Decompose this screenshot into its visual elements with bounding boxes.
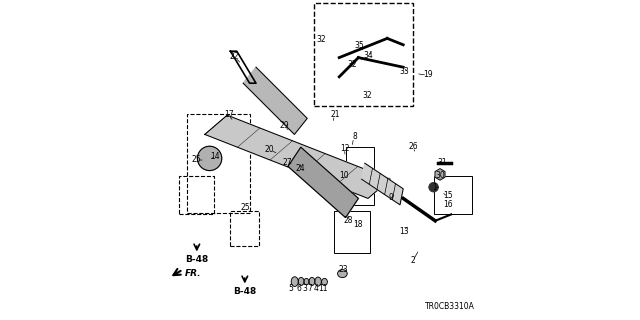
Ellipse shape [304, 278, 308, 285]
Text: 25: 25 [191, 155, 201, 164]
Text: 25: 25 [241, 203, 251, 212]
Text: 4: 4 [314, 284, 319, 293]
Text: 32: 32 [362, 91, 372, 100]
Text: 35: 35 [354, 41, 364, 50]
Text: FR.: FR. [185, 269, 202, 278]
Text: 9: 9 [389, 193, 394, 202]
Bar [346, 147, 374, 205]
Ellipse shape [338, 269, 347, 278]
Circle shape [429, 182, 438, 192]
Text: TR0CB3310A: TR0CB3310A [426, 302, 475, 311]
Text: 34: 34 [364, 51, 374, 60]
Text: 18: 18 [353, 220, 362, 229]
Ellipse shape [298, 277, 304, 285]
Text: 21: 21 [331, 110, 340, 119]
Ellipse shape [309, 277, 315, 285]
Text: 14: 14 [210, 152, 220, 161]
Text: B-48: B-48 [185, 255, 209, 264]
Text: 20: 20 [265, 145, 275, 154]
Text: 23: 23 [338, 265, 348, 274]
Polygon shape [205, 115, 390, 198]
Text: 33: 33 [399, 67, 409, 76]
Text: 32: 32 [348, 60, 358, 69]
Ellipse shape [291, 277, 298, 286]
Ellipse shape [315, 277, 321, 286]
Text: 15: 15 [443, 191, 453, 200]
Text: 13: 13 [399, 227, 409, 236]
Text: 2: 2 [410, 256, 415, 265]
Text: 7: 7 [307, 284, 312, 293]
Text: 28: 28 [343, 216, 353, 225]
Text: 3: 3 [303, 284, 307, 293]
Bar [434, 176, 472, 214]
Bar [334, 211, 370, 253]
Text: 22: 22 [230, 52, 239, 61]
Text: 32: 32 [317, 35, 326, 44]
Bar [187, 114, 250, 213]
Text: 11: 11 [319, 284, 328, 293]
Text: 29: 29 [279, 121, 289, 130]
Text: 8: 8 [353, 132, 358, 141]
Bar [179, 176, 214, 214]
Text: B-48: B-48 [233, 287, 257, 296]
Text: 31: 31 [437, 158, 447, 167]
Text: 19: 19 [423, 70, 433, 79]
Polygon shape [288, 147, 358, 218]
Text: 27: 27 [282, 158, 292, 167]
Polygon shape [362, 163, 403, 205]
Text: 30: 30 [435, 171, 445, 180]
Bar [314, 3, 413, 106]
Bar [230, 211, 259, 246]
Text: 17: 17 [224, 110, 234, 119]
Text: 24: 24 [295, 164, 305, 173]
Text: 1: 1 [432, 183, 436, 192]
Text: 6: 6 [296, 284, 301, 293]
Ellipse shape [322, 278, 328, 285]
Circle shape [197, 146, 222, 171]
Text: 10: 10 [339, 171, 349, 180]
Text: 5: 5 [288, 284, 293, 293]
Text: 16: 16 [443, 200, 453, 209]
Text: 26: 26 [409, 142, 419, 151]
Text: 12: 12 [340, 144, 349, 153]
Polygon shape [243, 67, 307, 134]
